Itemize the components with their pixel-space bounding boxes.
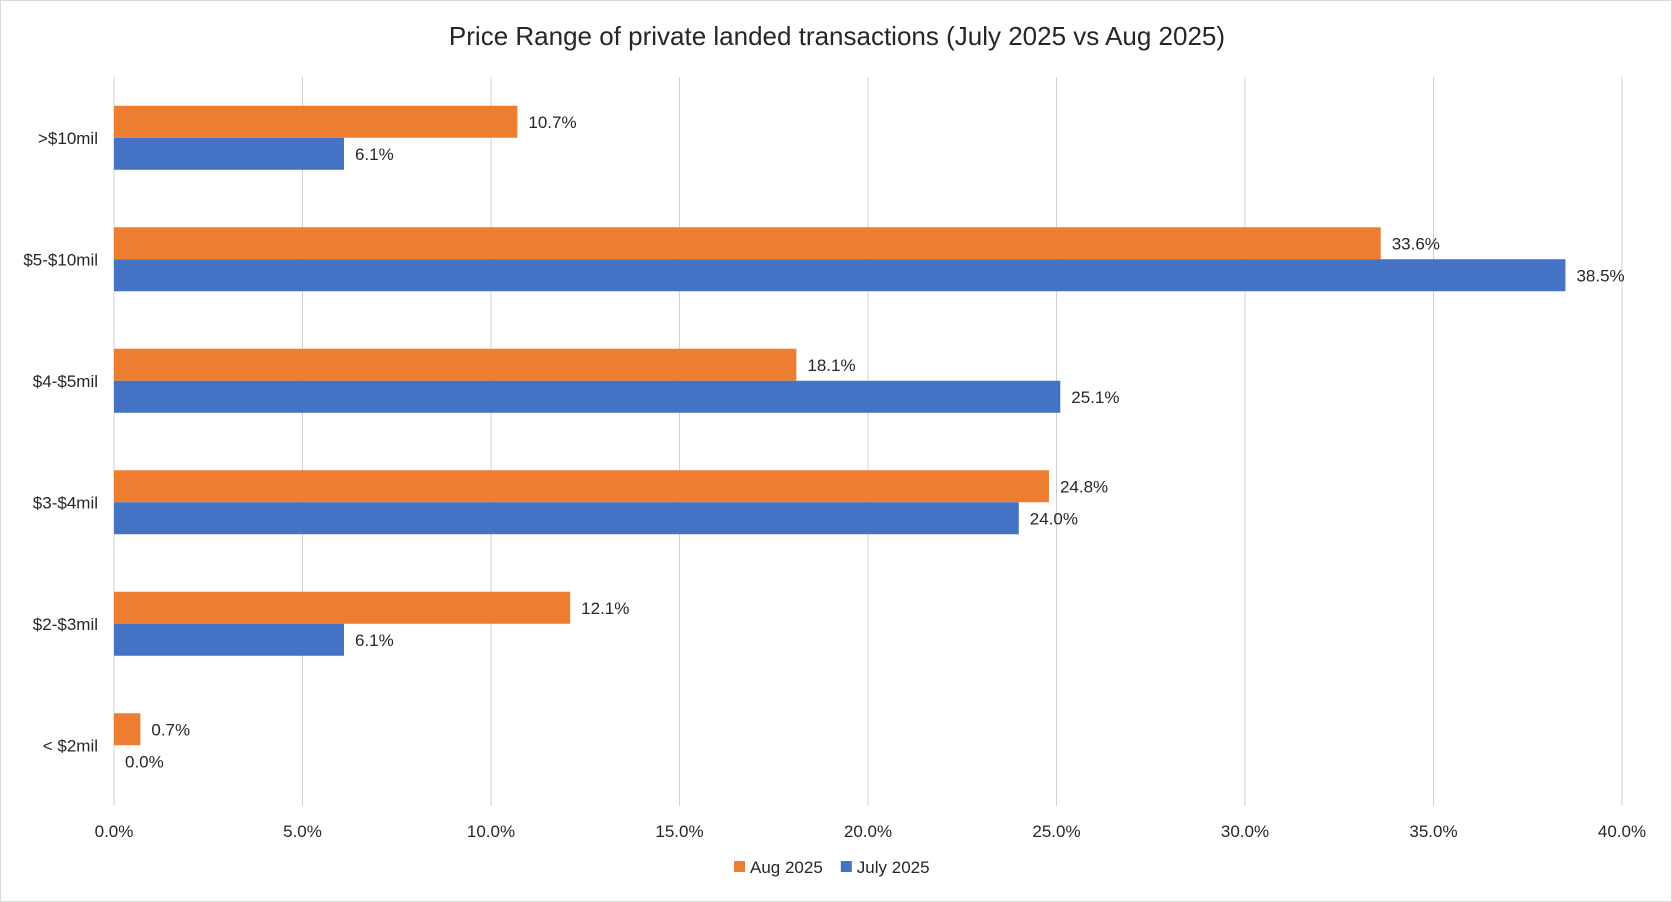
x-tick-label: 15.0% [655,822,703,841]
y-category-label: $5-$10mil [23,250,98,269]
bar-aug-2025 [114,227,1381,260]
bar-july-2025 [114,259,1566,292]
data-labels: 10.7% 6.1% 33.6% 38.5% 18.1% 25.1% 24.8% 24.0% 1… [125,113,1625,772]
legend-label: Aug 2025 [750,858,823,877]
axes: 0.0% 5.0% 10.0% 15.0% 20.0% 25.0% 30.0% 35.0% 40… [23,129,1646,841]
data-label: 33.6% [1392,234,1440,253]
data-label: 24.8% [1060,477,1108,496]
chart-title: Price Range of private landed transactio… [449,21,1225,51]
data-label: 6.1% [355,145,394,164]
x-tick-label: 0.0% [95,822,134,841]
bar-aug-2025 [114,348,797,381]
gridlines [113,77,1623,806]
bar-aug-2025 [114,591,571,624]
data-label: 24.0% [1030,509,1078,528]
bar-july-2025 [114,502,1019,535]
x-tick-label: 30.0% [1221,822,1269,841]
data-label: 6.1% [355,631,394,650]
data-label: 18.1% [807,356,855,375]
data-label: 0.0% [125,752,164,771]
data-label: 12.1% [581,599,629,618]
legend-swatch [734,861,745,872]
bar-aug-2025 [114,713,141,746]
legend: Aug 2025 July 2025 [734,858,930,877]
data-label: 25.1% [1071,388,1119,407]
y-category-label: < $2mil [43,736,98,755]
data-label: 10.7% [528,113,576,132]
x-tick-label: 35.0% [1409,822,1457,841]
data-label: 0.7% [151,720,190,739]
bar-july-2025 [114,137,344,170]
data-label: 38.5% [1576,266,1624,285]
bar-july-2025 [114,380,1061,413]
legend-swatch [840,861,852,872]
y-category-label: >$10mil [38,129,98,148]
bar-aug-2025 [114,105,518,138]
bars [114,105,1566,746]
x-tick-label: 5.0% [283,822,322,841]
y-category-label: $3-$4mil [33,493,98,512]
y-category-label: $2-$3mil [33,615,98,634]
x-tick-label: 20.0% [844,822,892,841]
x-tick-label: 10.0% [467,822,515,841]
y-category-label: $4-$5mil [33,372,98,391]
x-tick-label: 25.0% [1032,822,1080,841]
x-tick-label: 40.0% [1598,822,1646,841]
legend-label: July 2025 [857,858,930,877]
bar-july-2025 [114,623,344,656]
bar-aug-2025 [114,470,1049,503]
